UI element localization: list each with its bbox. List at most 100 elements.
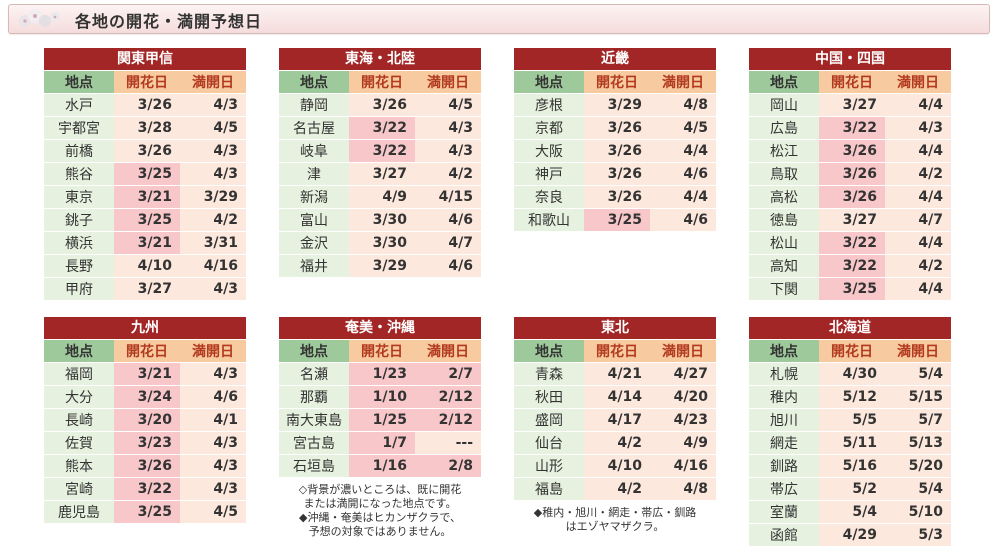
region-name: 中国・四国 <box>749 48 952 70</box>
full-date-cell: 5/3 <box>885 524 951 546</box>
region-name: 九州 <box>44 317 247 339</box>
place-cell: 津 <box>279 163 349 185</box>
column-header-place: 地点 <box>514 71 584 93</box>
place-cell: 佐賀 <box>44 432 114 454</box>
bloom-date-cell: 3/23 <box>114 432 180 454</box>
table-row: 神戸 3/26 4/6 <box>514 163 717 185</box>
full-date-cell: 4/2 <box>885 255 952 277</box>
table-row: 宮崎 3/22 4/3 <box>44 478 247 500</box>
bloom-date-cell: 3/27 <box>819 94 885 116</box>
place-cell: 盛岡 <box>514 409 584 431</box>
table-row: 和歌山 3/25 4/6 <box>514 209 717 231</box>
full-date-cell: 4/3 <box>180 94 247 116</box>
table-row: 札幌 4/30 5/4 <box>749 363 951 385</box>
full-date-cell: 4/5 <box>650 117 717 139</box>
place-cell: 宮崎 <box>44 478 114 500</box>
full-date-cell: 4/27 <box>650 363 717 385</box>
table-row: 鳥取 3/26 4/2 <box>749 163 952 185</box>
note-line: または満開になった地点です。 <box>303 497 457 510</box>
table-row: 津 3/27 4/2 <box>279 163 482 185</box>
table-row: 福岡 3/21 4/3 <box>44 363 247 385</box>
region-name: 奄美・沖縄 <box>279 317 482 339</box>
page-title: 各地の開花・満開予想日 <box>75 12 263 31</box>
full-date-cell: 4/8 <box>650 94 717 116</box>
bloom-date-cell: 3/21 <box>114 232 180 254</box>
bloom-date-cell: 3/27 <box>819 209 885 231</box>
table-row: 福井 3/29 4/6 <box>279 255 482 277</box>
bloom-date-cell: 1/7 <box>349 432 415 454</box>
full-date-cell: 4/6 <box>650 163 717 185</box>
place-cell: 金沢 <box>279 232 349 254</box>
bloom-date-cell: 3/22 <box>349 117 415 139</box>
full-date-cell: 3/31 <box>180 232 247 254</box>
full-date-cell: 4/6 <box>650 209 717 231</box>
table-row: 函館 4/29 5/3 <box>749 524 951 546</box>
place-cell: 札幌 <box>749 363 819 385</box>
column-header-place: 地点 <box>44 340 114 362</box>
full-date-cell: 4/4 <box>885 278 952 300</box>
place-cell: 名古屋 <box>279 117 349 139</box>
place-cell: 鳥取 <box>749 163 819 185</box>
bloom-date-cell: 3/26 <box>584 163 650 185</box>
full-date-cell: 4/3 <box>180 455 247 477</box>
bloom-date-cell: 4/9 <box>349 186 415 208</box>
column-header-full: 満開日 <box>415 71 482 93</box>
full-date-cell: 4/3 <box>180 163 247 185</box>
note-line: ◆稚内・旭川・網走・帯広・釧路 <box>533 506 697 519</box>
forecast-table: 関東甲信 地点 開花日 満開日 水戸 3/26 4/3 宇都宮 3/28 4/5 前橋 3/26 4/3… <box>44 47 247 301</box>
bloom-date-cell: 3/29 <box>584 94 650 116</box>
place-cell: 青森 <box>514 363 584 385</box>
table-row: 稚内 5/12 5/15 <box>749 386 951 408</box>
full-date-cell: 4/9 <box>650 432 717 454</box>
region-table-kinki: 近畿 地点 開花日 満開日 彦根 3/29 4/8 京都 3/26 4/5 大阪 3/26 4/4 神戸 3… <box>514 47 717 232</box>
bloom-date-cell: 3/25 <box>114 501 180 523</box>
place-cell: 鹿児島 <box>44 501 114 523</box>
full-date-cell: 4/3 <box>180 278 247 300</box>
table-row: 横浜 3/21 3/31 <box>44 232 247 254</box>
place-cell: 徳島 <box>749 209 819 231</box>
place-cell: 熊本 <box>44 455 114 477</box>
column-header-place: 地点 <box>514 340 584 362</box>
table-row: 大分 3/24 4/6 <box>44 386 247 408</box>
bloom-date-cell: 1/10 <box>349 386 415 408</box>
full-date-cell: 4/4 <box>885 140 952 162</box>
place-cell: 仙台 <box>514 432 584 454</box>
full-date-cell: 4/2 <box>885 163 952 185</box>
place-cell: 長崎 <box>44 409 114 431</box>
full-date-cell: 4/3 <box>885 117 952 139</box>
place-cell: 宇都宮 <box>44 117 114 139</box>
table-row: 銚子 3/25 4/2 <box>44 209 247 231</box>
bloom-date-cell: 3/27 <box>114 278 180 300</box>
bloom-date-cell: 3/22 <box>349 140 415 162</box>
bloom-date-cell: 5/11 <box>819 432 885 454</box>
bloom-date-cell: 3/21 <box>114 363 180 385</box>
region-name: 東海・北陸 <box>279 48 482 70</box>
table-row: 宇都宮 3/28 4/5 <box>44 117 247 139</box>
full-date-cell: 4/5 <box>180 117 247 139</box>
table-row: 岡山 3/27 4/4 <box>749 94 952 116</box>
bloom-date-cell: 3/22 <box>819 117 885 139</box>
bloom-date-cell: 1/23 <box>349 363 415 385</box>
bloom-date-cell: 5/5 <box>819 409 885 431</box>
bloom-date-cell: 4/21 <box>584 363 650 385</box>
place-cell: 福島 <box>514 478 584 500</box>
bloom-date-cell: 3/22 <box>819 255 885 277</box>
table-row: 水戸 3/26 4/3 <box>44 94 247 116</box>
bloom-date-cell: 3/30 <box>349 209 415 231</box>
full-date-cell: 5/7 <box>885 409 951 431</box>
place-cell: 宮古島 <box>279 432 349 454</box>
table-row: 長野 4/10 4/16 <box>44 255 247 277</box>
table-row: 大阪 3/26 4/4 <box>514 140 717 162</box>
full-date-cell: 5/10 <box>885 501 951 523</box>
bloom-date-cell: 3/25 <box>114 163 180 185</box>
full-date-cell: 4/6 <box>415 209 482 231</box>
column-header-bloom: 開花日 <box>114 340 180 362</box>
full-date-cell: 5/20 <box>885 455 951 477</box>
place-cell: 神戸 <box>514 163 584 185</box>
table-row: 長崎 3/20 4/1 <box>44 409 247 431</box>
bloom-date-cell: 4/2 <box>584 478 650 500</box>
table-row: 名瀬 1/23 2/7 <box>279 363 482 385</box>
bloom-date-cell: 3/26 <box>349 94 415 116</box>
bloom-date-cell: 3/24 <box>114 386 180 408</box>
region-name: 近畿 <box>514 48 717 70</box>
